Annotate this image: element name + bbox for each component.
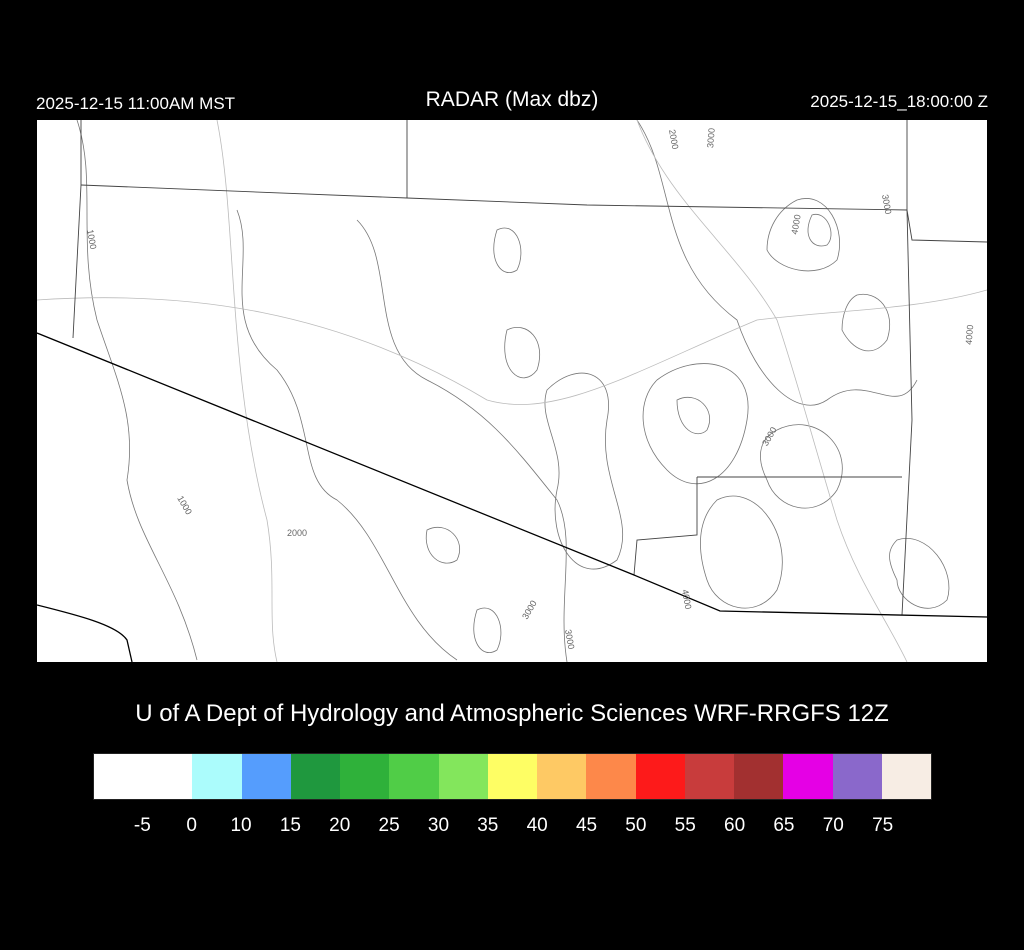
valid-time: 2025-12-15_18:00:00 Z xyxy=(810,92,988,111)
contour-label: 1000 xyxy=(85,229,98,250)
contour-label: 2000 xyxy=(287,528,307,538)
colorbar-swatch xyxy=(389,754,439,799)
colorbar-swatch xyxy=(734,754,784,799)
contour-label: 3000 xyxy=(520,599,539,621)
colorbar-label: 20 xyxy=(329,815,351,836)
contour-label: 3000 xyxy=(760,425,779,447)
colorbar-label: 40 xyxy=(526,815,548,836)
contour-label: 4000 xyxy=(964,324,976,345)
colorbar-swatch xyxy=(832,754,882,799)
state-county-borders xyxy=(72,120,988,616)
contour-label: 4000 xyxy=(680,589,693,610)
radar-map: 1000 1000 2000 3000 3000 2000 3000 4000 … xyxy=(36,119,988,663)
colorbar-label: 55 xyxy=(674,815,696,836)
colorbar-swatch xyxy=(537,754,587,799)
colorbar-swatch xyxy=(487,754,538,799)
colorbar-label: 30 xyxy=(427,815,450,836)
local-time: 2025-12-15 11:00AM MST xyxy=(36,94,236,113)
colorbar-label: 15 xyxy=(279,815,301,836)
colorbar-swatch xyxy=(94,754,144,799)
contour-label: 3000 xyxy=(705,128,717,149)
map-canvas: 1000 1000 2000 3000 3000 2000 3000 4000 … xyxy=(36,119,988,663)
terrain-contours xyxy=(76,119,950,663)
contour-label: 4000 xyxy=(789,214,802,235)
contour-labels: 1000 1000 2000 3000 3000 2000 3000 4000 … xyxy=(85,128,975,650)
colorbar-label: 10 xyxy=(230,815,252,836)
colorbar-label: 70 xyxy=(822,815,844,836)
model-credit: U of A Dept of Hydrology and Atmospheric… xyxy=(135,700,889,727)
contour-label: 2000 xyxy=(667,129,680,150)
colorbar-label: 35 xyxy=(477,815,499,836)
colorbar-swatch xyxy=(881,754,931,799)
contour-label: 3000 xyxy=(563,629,576,650)
colorbar-labels: -5 0 10 15 20 25 30 35 40 45 50 55 60 65 70 75 xyxy=(93,815,932,839)
colorbar xyxy=(93,753,932,800)
colorbar-label: 65 xyxy=(773,815,795,836)
colorbar-label: 25 xyxy=(378,815,400,836)
colorbar-label: -5 xyxy=(133,815,151,836)
colorbar-label: 60 xyxy=(724,815,746,836)
colorbar-label: 45 xyxy=(575,815,598,836)
colorbar-swatch xyxy=(340,754,390,799)
colorbar-swatch xyxy=(241,754,291,799)
colorbar-swatch xyxy=(143,754,193,799)
contour-label: 1000 xyxy=(175,494,194,516)
colorbar-label: 0 xyxy=(186,815,197,836)
colorbar-swatch xyxy=(586,754,636,799)
colorbar-swatch xyxy=(290,754,341,799)
colorbar-label: 75 xyxy=(872,815,894,836)
colorbar-swatch xyxy=(783,754,833,799)
roads xyxy=(36,119,988,663)
international-border xyxy=(36,332,988,663)
colorbar-swatch xyxy=(192,754,242,799)
colorbar-swatch xyxy=(635,754,685,799)
colorbar-label: 50 xyxy=(625,815,647,836)
colorbar-swatch xyxy=(684,754,735,799)
contour-label: 3000 xyxy=(880,194,893,215)
map-title: RADAR (Max dbz) xyxy=(425,88,599,111)
colorbar-swatch xyxy=(438,754,488,799)
